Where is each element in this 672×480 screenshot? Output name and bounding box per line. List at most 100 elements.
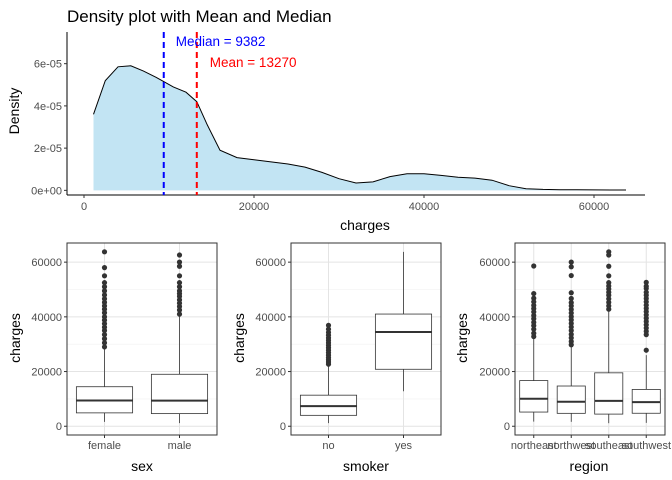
sex-y-tick-label: 60000 — [31, 257, 62, 269]
smoker-panel-border — [290, 242, 442, 436]
mean-label: Mean = 13270 — [210, 55, 297, 70]
region-outlier-point — [568, 290, 574, 296]
region-y-tick-label: 0 — [504, 421, 510, 433]
region-x-tick-label: southwest — [621, 440, 671, 452]
density-x-tick-label: 60000 — [579, 201, 610, 213]
density-y-tick-label: 4e-05 — [34, 101, 62, 113]
density-y-tick-label: 2e-05 — [34, 143, 62, 155]
sex-outlier-point — [101, 296, 108, 302]
region-outlier-point — [643, 283, 649, 289]
region-x-tick-label: northwest — [547, 440, 595, 452]
density-x-tick-label: 40000 — [409, 201, 440, 213]
region-box — [556, 385, 586, 414]
density-title: Density plot with Mean and Median — [67, 7, 332, 26]
sex-outlier-point — [176, 288, 183, 294]
region-outlier-point — [568, 324, 574, 330]
sex-outlier-point — [101, 288, 108, 294]
sex-outlier-point — [101, 324, 108, 330]
region-outlier-point — [531, 299, 537, 305]
region-outlier-point — [568, 310, 574, 316]
sex-outlier-point — [176, 259, 183, 265]
region-outlier-point — [606, 273, 612, 279]
density-x-tick-label: 0 — [81, 201, 87, 213]
region-box — [519, 380, 549, 413]
sex-outlier-point — [101, 280, 108, 286]
sex-boxes — [75, 249, 209, 424]
region-outlier-point — [606, 263, 612, 269]
region-ylabel: charges — [454, 313, 470, 363]
sex-outlier-point — [176, 307, 183, 313]
region-outlier-point — [568, 335, 574, 341]
region-outlier-point — [531, 330, 537, 336]
sex-outlier-point — [101, 344, 108, 350]
region-outlier-point — [531, 326, 537, 332]
sex-outlier-point — [101, 314, 108, 320]
region-box — [594, 372, 624, 415]
region-outlier-point — [606, 249, 612, 255]
region-outlier-point — [606, 280, 612, 286]
median-label: Median = 9382 — [176, 34, 266, 49]
smoker-y-tick-label: 0 — [280, 421, 286, 433]
region-outlier-point — [531, 302, 537, 308]
sex-outlier-point — [176, 280, 183, 286]
region-xlabel: region — [570, 458, 609, 474]
region-outlier-point — [568, 313, 574, 320]
sex-x-tick-label: male — [168, 440, 192, 452]
region-outlier-point — [531, 319, 537, 325]
density-x-tick-label: 20000 — [239, 201, 270, 213]
sex-outlier-point — [101, 321, 108, 327]
region-outlier-point — [568, 300, 574, 306]
smoker-y-tick-label: 60000 — [255, 257, 286, 269]
smoker-ylabel: charges — [231, 313, 247, 363]
region-outlier-point — [531, 263, 537, 269]
sex-outlier-point — [176, 263, 183, 269]
region-outlier-point — [568, 320, 574, 327]
sex-outlier-point — [176, 297, 183, 303]
region-outlier-point — [531, 295, 537, 301]
region-outlier-point — [606, 303, 612, 309]
sex-outlier-point — [101, 265, 108, 271]
smoker-outlier-point — [325, 326, 332, 332]
region-y-tick-label: 40000 — [479, 312, 510, 324]
region-outlier-point — [531, 312, 537, 319]
smoker-y-tick-label: 40000 — [255, 312, 286, 324]
sex-box — [150, 373, 209, 415]
region-outlier-point — [568, 259, 574, 265]
smoker-x-tick-label: yes — [395, 440, 413, 452]
sex-outlier-point — [101, 336, 108, 342]
density-y-tick-label: 0e+00 — [31, 185, 62, 197]
region-outlier-point — [531, 290, 537, 297]
region-outlier-point — [568, 272, 574, 279]
density-xlabel: charges — [340, 217, 390, 233]
smoker-outlier-point — [325, 322, 332, 328]
sex-outlier-point — [101, 303, 108, 309]
region-outlier-point — [568, 338, 574, 345]
sex-y-tick-label: 20000 — [31, 367, 62, 379]
smoker-xlabel: smoker — [343, 458, 389, 474]
region-panel-border — [514, 242, 666, 436]
region-boxes — [519, 249, 661, 424]
region-outlier-point — [568, 295, 574, 302]
sex-outlier-point — [101, 310, 108, 316]
region-outlier-point — [568, 327, 574, 334]
region-y-tick-label: 60000 — [479, 257, 510, 269]
smoker-box — [374, 313, 433, 370]
region-outlier-point — [568, 306, 574, 313]
sex-outlier-point — [101, 340, 108, 346]
smoker-boxplot-panel: 0 20000 40000 60000 no yes smoker charges — [231, 242, 442, 474]
density-panel: Density plot with Mean and Median 0e+00 2… — [6, 7, 645, 233]
sex-outlier-point — [101, 292, 108, 298]
sex-xlabel: sex — [131, 458, 153, 474]
region-grid: 0 20000 40000 60000 northeastnorthwestsouthe… — [479, 242, 671, 452]
sex-panel-border — [66, 242, 218, 436]
smoker-boxes — [299, 251, 433, 424]
region-outlier-point — [568, 331, 574, 337]
sex-outlier-point — [176, 311, 183, 317]
region-x-tick-label: northeast — [511, 440, 557, 452]
density-area — [93, 65, 626, 191]
density-y-tick-label: 6e-05 — [34, 59, 62, 71]
sex-outlier-point — [101, 299, 108, 305]
smoker-y-tick-label: 20000 — [255, 367, 286, 379]
region-x-tick-label: southeast — [585, 440, 633, 452]
